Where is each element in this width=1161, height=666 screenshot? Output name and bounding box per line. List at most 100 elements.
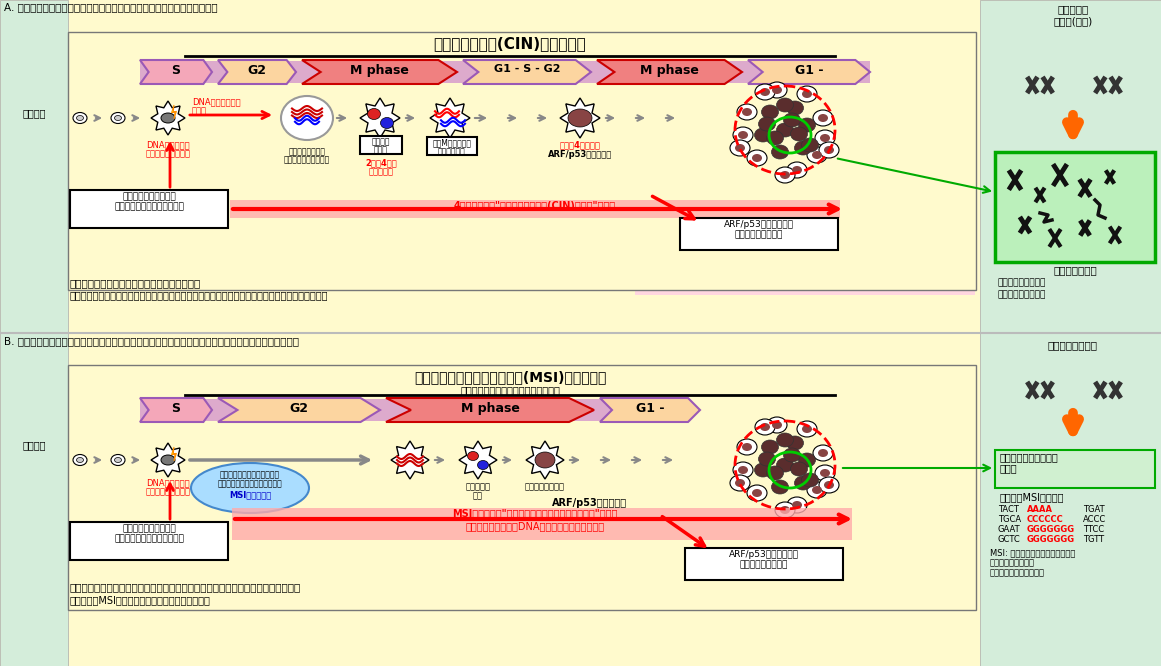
- Text: GCTC: GCTC: [998, 535, 1021, 544]
- Text: G1 - S - G2: G1 - S - G2: [493, 64, 561, 74]
- Text: ミスマッチ修復欠損細胞の老化過程では、正確な修復機構の修復能が低下している: ミスマッチ修復欠損細胞の老化過程では、正確な修復機構の修復能が低下している: [70, 582, 301, 592]
- Ellipse shape: [738, 466, 748, 474]
- Polygon shape: [463, 60, 591, 84]
- Ellipse shape: [794, 476, 812, 490]
- Ellipse shape: [73, 454, 87, 466]
- Ellipse shape: [807, 147, 827, 163]
- Text: DNA損傷の蓄積: DNA損傷の蓄積: [146, 140, 189, 149]
- Polygon shape: [600, 398, 700, 422]
- Text: 同じM期染色体境: 同じM期染色体境: [433, 138, 471, 147]
- FancyBboxPatch shape: [135, 428, 625, 576]
- FancyBboxPatch shape: [635, 50, 975, 295]
- Text: CCCCCC: CCCCCC: [1027, 515, 1063, 524]
- Ellipse shape: [381, 117, 394, 129]
- Text: 過剰な増殖刺激などストレス: 過剰な増殖刺激などストレス: [114, 534, 183, 543]
- Ellipse shape: [281, 96, 333, 140]
- Text: G2: G2: [289, 402, 309, 415]
- Ellipse shape: [784, 448, 800, 462]
- Ellipse shape: [760, 88, 770, 96]
- Ellipse shape: [784, 113, 800, 127]
- Ellipse shape: [787, 162, 807, 178]
- Text: TTCC: TTCC: [1083, 525, 1104, 534]
- Ellipse shape: [747, 485, 767, 501]
- Text: 代わりとなる修復機構は誘導されない（され難い）。結果的に、この背景で様々な異常を生じる。: 代わりとなる修復機構は誘導されない（され難い）。結果的に、この背景で様々な異常を…: [70, 290, 329, 300]
- Text: TGAT: TGAT: [1083, 505, 1104, 514]
- Polygon shape: [597, 60, 742, 84]
- Polygon shape: [218, 398, 380, 422]
- Ellipse shape: [820, 469, 830, 477]
- Text: に安定: に安定: [1000, 463, 1018, 473]
- Ellipse shape: [777, 98, 793, 112]
- Ellipse shape: [737, 104, 757, 120]
- Text: ARF/p53変異の導入: ARF/p53変異の導入: [548, 150, 612, 159]
- FancyBboxPatch shape: [140, 61, 870, 83]
- Ellipse shape: [535, 452, 555, 468]
- Text: 間違えがちな修復機構が誘導: 間違えがちな修復機構が誘導: [219, 470, 280, 479]
- Ellipse shape: [819, 449, 828, 457]
- FancyBboxPatch shape: [232, 508, 852, 540]
- Text: DNA損傷の蓄積: DNA損傷の蓄積: [146, 478, 189, 487]
- Text: （ミスマッチ修復欠損の背景）: （ミスマッチ修復欠損の背景）: [217, 479, 282, 488]
- Ellipse shape: [824, 146, 834, 154]
- FancyBboxPatch shape: [995, 152, 1155, 262]
- Ellipse shape: [755, 463, 772, 477]
- Ellipse shape: [758, 452, 776, 466]
- FancyBboxPatch shape: [360, 136, 402, 154]
- Ellipse shape: [792, 166, 802, 174]
- Ellipse shape: [772, 421, 783, 429]
- Polygon shape: [218, 60, 296, 84]
- Text: 正常な細胞: 正常な細胞: [466, 482, 490, 491]
- Ellipse shape: [733, 127, 753, 143]
- FancyBboxPatch shape: [140, 399, 680, 421]
- Text: MSI誘導を伴う: MSI誘導を伴う: [229, 490, 272, 499]
- Text: M phase: M phase: [349, 64, 409, 77]
- Text: 細胞の出現: 細胞の出現: [368, 167, 394, 176]
- Ellipse shape: [747, 150, 767, 166]
- FancyBboxPatch shape: [0, 0, 68, 333]
- Text: TGCA: TGCA: [998, 515, 1022, 524]
- Polygon shape: [172, 105, 176, 119]
- Text: 細胞のクローン進化: 細胞のクローン進化: [740, 560, 788, 569]
- Polygon shape: [151, 101, 185, 135]
- Ellipse shape: [802, 90, 812, 98]
- Text: TGTT: TGTT: [1083, 535, 1104, 544]
- Text: の挿入あるいは欠失: の挿入あるいは欠失: [990, 558, 1034, 567]
- Ellipse shape: [799, 118, 815, 132]
- Ellipse shape: [77, 458, 84, 462]
- Ellipse shape: [767, 417, 787, 433]
- FancyBboxPatch shape: [995, 450, 1155, 488]
- Polygon shape: [459, 441, 497, 479]
- Text: 染色体状態は安定（DNA損傷の修復を伴うため）: 染色体状態は安定（DNA損傷の修復を伴うため）: [466, 521, 605, 531]
- Polygon shape: [385, 398, 594, 422]
- Ellipse shape: [772, 86, 783, 94]
- Ellipse shape: [742, 443, 752, 451]
- Ellipse shape: [735, 479, 745, 487]
- Text: 染色体不安定性: 染色体不安定性: [1053, 265, 1097, 275]
- Ellipse shape: [368, 109, 381, 119]
- Text: A. 染色体不安定性の誘導機構（正常細胞の老化に伴ってリスクが高まる）: A. 染色体不安定性の誘導機構（正常細胞の老化に伴ってリスクが高まる）: [3, 2, 217, 12]
- Text: 染色体(正常): 染色体(正常): [1053, 16, 1093, 26]
- Polygon shape: [748, 60, 870, 84]
- Ellipse shape: [791, 462, 808, 476]
- Text: 2核の4倍体: 2核の4倍体: [365, 158, 397, 167]
- FancyBboxPatch shape: [70, 522, 228, 560]
- FancyBboxPatch shape: [70, 190, 228, 228]
- Polygon shape: [151, 443, 185, 477]
- Ellipse shape: [766, 131, 784, 145]
- Text: 正常細胞の老化過程では修復能が低下している: 正常細胞の老化過程では修復能が低下している: [70, 278, 201, 288]
- Text: （ミスマッチ修復欠損の背景で誘導）: （ミスマッチ修復欠損の背景で誘導）: [460, 385, 560, 395]
- Ellipse shape: [813, 110, 832, 126]
- Text: な蓄積: な蓄積: [192, 106, 207, 115]
- Ellipse shape: [819, 477, 839, 493]
- Ellipse shape: [815, 130, 835, 146]
- FancyBboxPatch shape: [980, 333, 1161, 666]
- Text: TACT: TACT: [998, 505, 1019, 514]
- Ellipse shape: [766, 466, 784, 480]
- Text: 染色体分離の異常: 染色体分離の異常: [288, 147, 325, 156]
- Text: 正常細胞: 正常細胞: [22, 108, 45, 118]
- FancyBboxPatch shape: [68, 365, 976, 610]
- Ellipse shape: [762, 105, 779, 119]
- Text: G1 -: G1 -: [636, 402, 664, 415]
- Text: 分裂: 分裂: [473, 491, 483, 500]
- Text: ARF/p53変異の導入: ARF/p53変異の導入: [553, 498, 628, 508]
